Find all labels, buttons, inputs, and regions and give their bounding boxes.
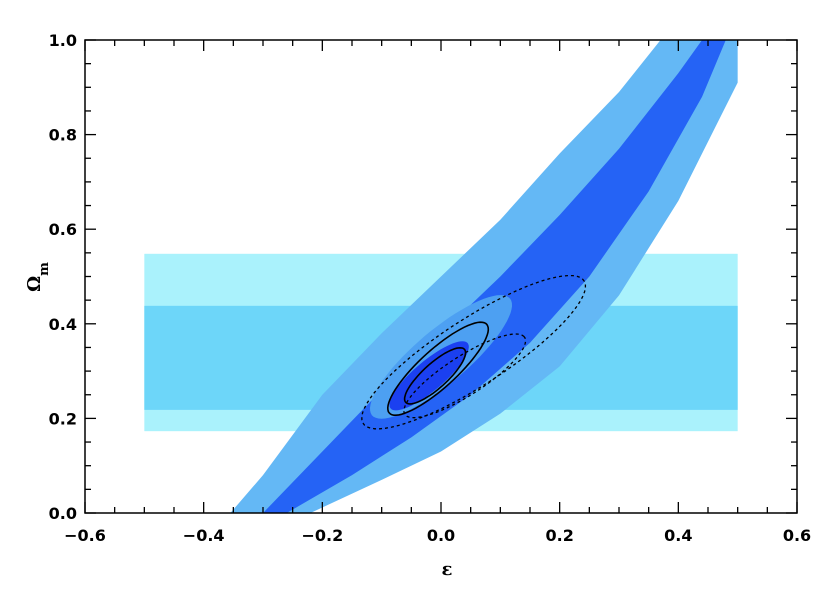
x-tick-label: −0.6: [64, 526, 106, 545]
solid-contour-outer: [386, 321, 490, 416]
y-tick-label: 0.6: [49, 220, 77, 239]
y-tick-label: 0.0: [49, 504, 77, 523]
y-tick-label: 1.0: [49, 31, 77, 50]
x-tick-label: 0.0: [427, 526, 455, 545]
y-axis-title-symbol: Ω: [24, 276, 45, 292]
x-tick-label: 0.2: [545, 526, 573, 545]
x-tick-label: 0.6: [783, 526, 811, 545]
y-axis-title: Ωm: [24, 262, 52, 292]
x-tick-label: −0.2: [301, 526, 343, 545]
dashed-contour-inner: [403, 333, 527, 419]
y-axis-title-subscript: m: [37, 262, 52, 276]
solid-contour-inner: [403, 346, 467, 405]
plot-area: [144, 40, 738, 513]
y-tick-label: 0.8: [49, 126, 77, 145]
x-axis-title: ε: [442, 559, 453, 580]
axes: −0.6 −0.4 −0.2 0.0 0.2 0.4 0.6 0.0 0.2 0.4 0.6 0.8 1…: [49, 31, 812, 545]
joint-region-inner: [389, 341, 469, 411]
y-tick-label: 0.2: [49, 409, 77, 428]
x-tick-label: 0.4: [664, 526, 692, 545]
x-tick-label: −0.4: [183, 526, 225, 545]
dashed-contour-outer: [361, 274, 587, 430]
y-tick-label: 0.4: [49, 315, 77, 334]
